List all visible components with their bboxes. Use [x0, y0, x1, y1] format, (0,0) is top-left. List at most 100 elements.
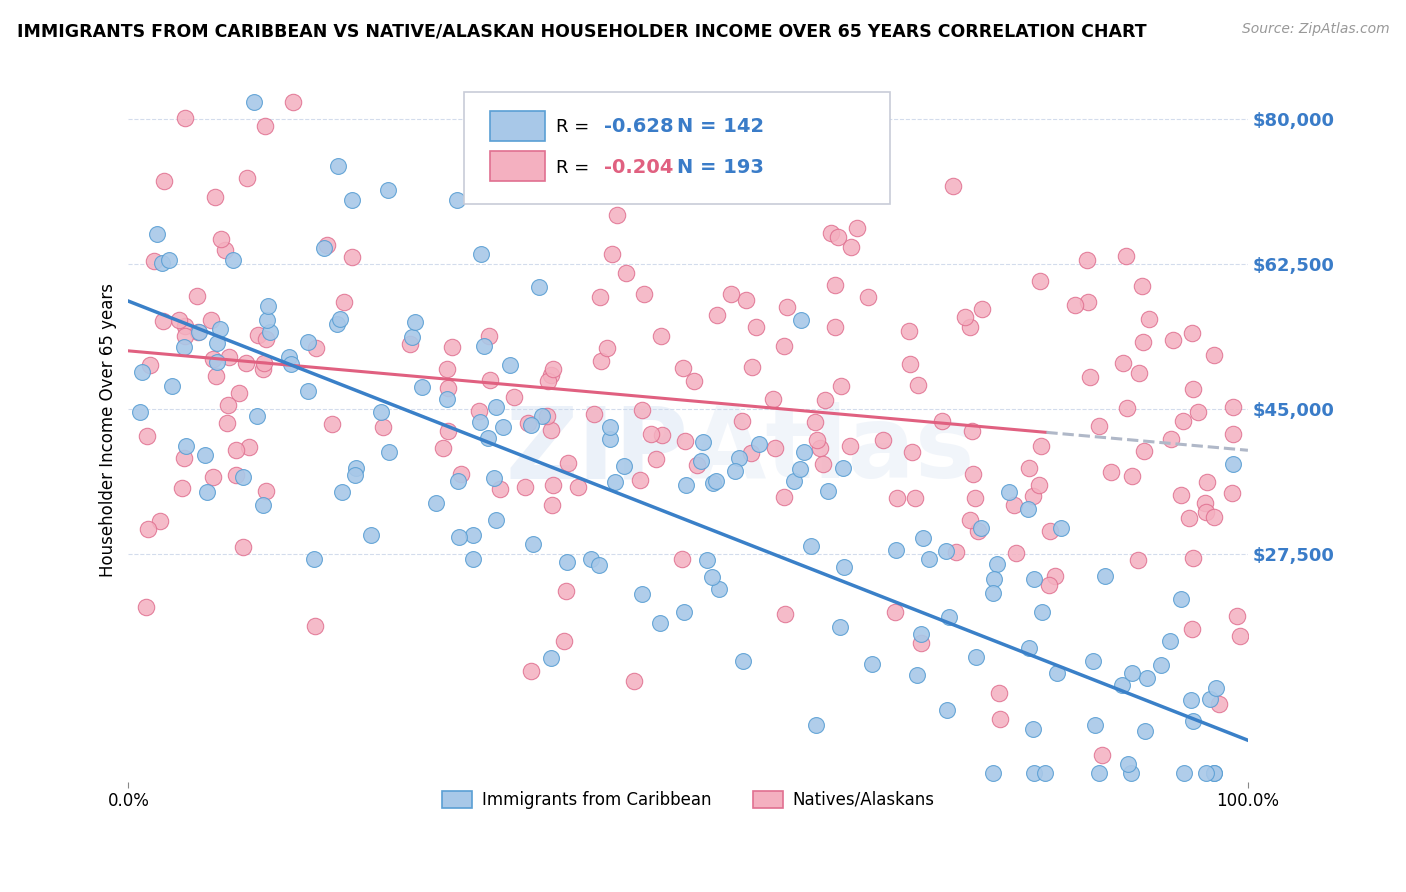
Point	[146, 227, 169, 241]
Point	[762, 392, 785, 406]
Point	[1090, 748, 1112, 763]
Point	[208, 322, 231, 336]
Point	[1081, 654, 1104, 668]
Point	[702, 476, 724, 491]
Point	[468, 404, 491, 418]
Point	[1050, 520, 1073, 534]
Point	[704, 474, 727, 488]
Point	[1195, 475, 1218, 490]
Point	[1031, 605, 1053, 619]
Point	[633, 286, 655, 301]
Point	[672, 361, 695, 376]
Point	[1004, 546, 1026, 560]
Point	[673, 434, 696, 448]
Point	[463, 552, 485, 566]
Point	[1084, 718, 1107, 732]
Point	[218, 350, 240, 364]
Point	[370, 405, 392, 419]
Point	[152, 314, 174, 328]
Point	[135, 599, 157, 614]
Point	[623, 673, 645, 688]
Text: IMMIGRANTS FROM CARIBBEAN VS NATIVE/ALASKAN HOUSEHOLDER INCOME OVER 65 YEARS COR: IMMIGRANTS FROM CARIBBEAN VS NATIVE/ALAS…	[17, 22, 1146, 40]
Text: -0.204: -0.204	[605, 158, 673, 178]
Point	[194, 448, 217, 462]
Point	[1024, 572, 1046, 586]
Point	[304, 341, 326, 355]
Point	[832, 461, 855, 475]
Point	[1226, 608, 1249, 623]
Point	[404, 315, 426, 329]
Point	[238, 440, 260, 454]
Point	[1202, 766, 1225, 780]
Point	[959, 319, 981, 334]
Point	[1018, 461, 1040, 475]
Point	[740, 446, 762, 460]
Point	[527, 279, 550, 293]
Point	[1115, 401, 1137, 416]
Point	[731, 654, 754, 668]
Point	[707, 582, 730, 596]
Point	[567, 480, 589, 494]
Point	[513, 480, 536, 494]
Point	[232, 470, 254, 484]
Point	[214, 244, 236, 258]
Point	[1064, 298, 1087, 312]
Point	[450, 467, 472, 482]
Point	[910, 627, 932, 641]
Point	[519, 664, 541, 678]
Point	[221, 253, 243, 268]
Point	[692, 434, 714, 449]
Point	[981, 586, 1004, 600]
Point	[1133, 724, 1156, 739]
Point	[910, 636, 932, 650]
Point	[1181, 622, 1204, 636]
Point	[1115, 249, 1137, 263]
Point	[1181, 551, 1204, 566]
Point	[1182, 714, 1205, 729]
Point	[557, 456, 579, 470]
Point	[555, 583, 578, 598]
Point	[332, 294, 354, 309]
Point	[149, 514, 172, 528]
Point	[1170, 591, 1192, 606]
Point	[143, 253, 166, 268]
Point	[986, 557, 1008, 571]
Point	[437, 424, 460, 438]
Point	[172, 481, 194, 495]
Point	[157, 253, 180, 268]
Point	[613, 459, 636, 474]
Point	[700, 570, 723, 584]
FancyBboxPatch shape	[491, 152, 546, 181]
Point	[806, 433, 828, 447]
Point	[1173, 766, 1195, 780]
Point	[1202, 510, 1225, 524]
Point	[536, 409, 558, 423]
Point	[485, 400, 508, 414]
Point	[1038, 577, 1060, 591]
Point	[1160, 432, 1182, 446]
Point	[173, 451, 195, 466]
Point	[828, 620, 851, 634]
Text: R =: R =	[557, 159, 595, 177]
Point	[1195, 766, 1218, 780]
Point	[520, 418, 543, 433]
Point	[436, 361, 458, 376]
Point	[328, 159, 350, 173]
Point	[377, 183, 399, 197]
Point	[962, 467, 984, 481]
Point	[330, 485, 353, 500]
Point	[931, 414, 953, 428]
Point	[783, 475, 806, 489]
Point	[1116, 757, 1139, 772]
Point	[710, 95, 733, 110]
Point	[900, 444, 922, 458]
Point	[522, 537, 544, 551]
Point	[252, 498, 274, 512]
Point	[232, 540, 254, 554]
Point	[1033, 766, 1056, 780]
Point	[256, 313, 278, 327]
Y-axis label: Householder Income Over 65 years: Householder Income Over 65 years	[100, 283, 117, 576]
Point	[884, 543, 907, 558]
Point	[205, 335, 228, 350]
Point	[540, 650, 562, 665]
